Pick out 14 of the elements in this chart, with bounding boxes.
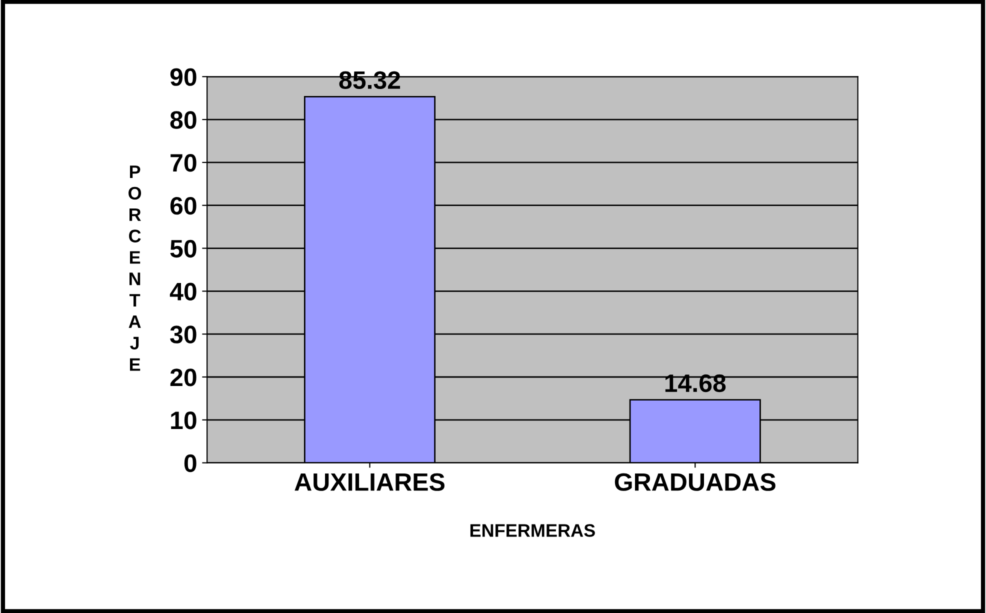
y-tick-label: 90 <box>170 68 196 86</box>
y-tick-label: 60 <box>170 196 196 215</box>
x-axis-title: ENFERMERAS <box>470 524 595 537</box>
x-tick-label: AUXILIARES <box>294 473 444 491</box>
y-tick-label: 30 <box>170 326 196 344</box>
y-tick-label: 20 <box>170 368 196 386</box>
y-tick-label: 40 <box>170 282 196 300</box>
text: PORCENTAJE <box>128 166 142 371</box>
y-tick-label: 50 <box>170 240 196 258</box>
x-tick-label: GRADUADAS <box>614 473 776 491</box>
y-tick-label: 10 <box>171 412 196 430</box>
y-tick-label: 70 <box>170 154 196 172</box>
y-tick-label: 0 <box>184 454 196 472</box>
y-tick-label: 80 <box>170 111 196 129</box>
